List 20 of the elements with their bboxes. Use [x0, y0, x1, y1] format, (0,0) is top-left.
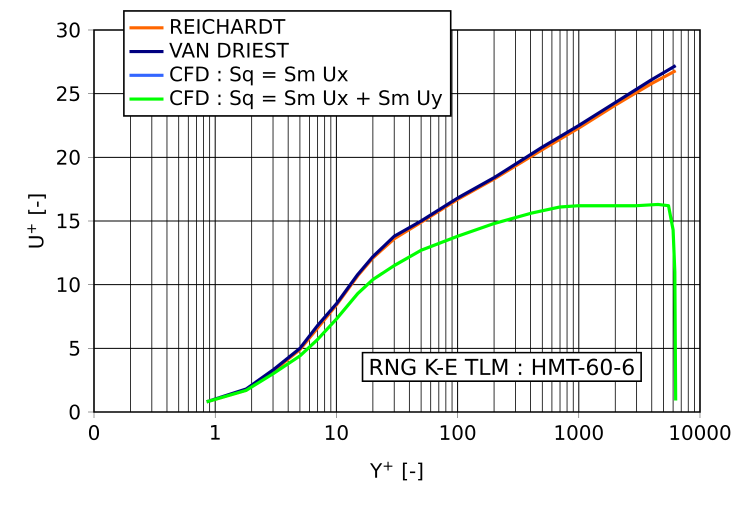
y-tick-label: 20: [57, 150, 80, 165]
x-tick-label: 10: [326, 425, 348, 440]
x-tick-label: 0: [88, 425, 100, 440]
x-tick-label: 10000: [670, 425, 730, 440]
annotation: RNG K-E TLM : HMT-60-6: [370, 358, 634, 376]
x-axis-title: Y$^{+}$ [-]: [370, 462, 422, 480]
legend-label: VAN DRIEST: [169, 42, 289, 58]
legend-label: CFD : Sq = Sm Ux + Sm Uy: [170, 90, 442, 110]
x-tick-label: 1000: [556, 425, 603, 440]
legend-label: REICHARDT: [171, 18, 286, 34]
y-tick-label: 10: [58, 277, 80, 292]
y-tick-label: 0: [70, 404, 80, 420]
y-tick-label: 25: [57, 86, 80, 102]
x-tick-label: 100: [440, 425, 476, 440]
x-tick-label: 1: [211, 425, 220, 440]
y-tick-label: 30: [57, 22, 80, 38]
legend-label: CFD : Sq = Sm Ux: [170, 66, 348, 86]
y-tick-label: 15: [58, 214, 80, 228]
y-tick-label: 5: [70, 340, 80, 356]
y-axis-title: U$^{+}$ [-]: [27, 194, 46, 248]
